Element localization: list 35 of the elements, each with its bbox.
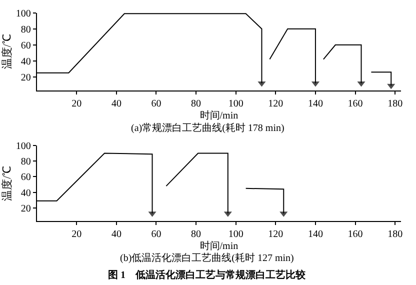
x-tick-label: 80 <box>191 229 202 240</box>
x-tick-label: 40 <box>111 229 122 240</box>
x-tick-label: 140 <box>308 229 323 240</box>
y-tick-label: 80 <box>20 156 31 168</box>
y-tick-label: 100 <box>16 8 31 20</box>
y-tick-label: 20 <box>20 72 31 84</box>
y-tick-label: 60 <box>20 40 31 52</box>
x-tick-label: 160 <box>348 229 363 240</box>
x-axis-title: 时间/min <box>200 109 238 122</box>
x-tick-label: 40 <box>111 98 122 110</box>
x-tick-label: 160 <box>348 98 363 110</box>
y-tick-label: 100 <box>16 140 31 152</box>
x-axis-title: 时间/min <box>200 240 238 252</box>
y-tick-label: 40 <box>20 188 31 199</box>
x-tick-label: 100 <box>228 229 244 240</box>
x-tick-label: 100 <box>228 98 244 110</box>
y-tick-label: 40 <box>20 56 31 68</box>
caption: 图 1 低温活化漂白工艺与常规漂白工艺比较 <box>108 269 306 281</box>
y-axis-title: 温度/℃ <box>0 166 14 201</box>
x-tick-label: 120 <box>268 229 284 240</box>
x-tick-label: 140 <box>308 98 323 110</box>
x-tick-label: 20 <box>72 98 82 110</box>
x-tick-label: 60 <box>151 98 162 110</box>
text: (b)低温活化漂白工艺曲线(耗时 127 min) <box>120 252 294 264</box>
y-tick-label: 20 <box>20 203 31 214</box>
y-tick-label: 80 <box>20 24 31 36</box>
x-tick-label: 180 <box>388 229 403 240</box>
text: (a)常规漂白工艺曲线(耗时 178 min) <box>131 122 284 134</box>
y-tick-label: 60 <box>20 172 31 184</box>
x-tick-label: 60 <box>151 229 162 240</box>
x-tick-label: 80 <box>191 98 202 110</box>
x-tick-label: 20 <box>72 229 82 240</box>
x-tick-label: 120 <box>268 98 284 110</box>
x-tick-label: 180 <box>388 98 403 110</box>
y-axis-title: 温度/℃ <box>0 34 14 70</box>
